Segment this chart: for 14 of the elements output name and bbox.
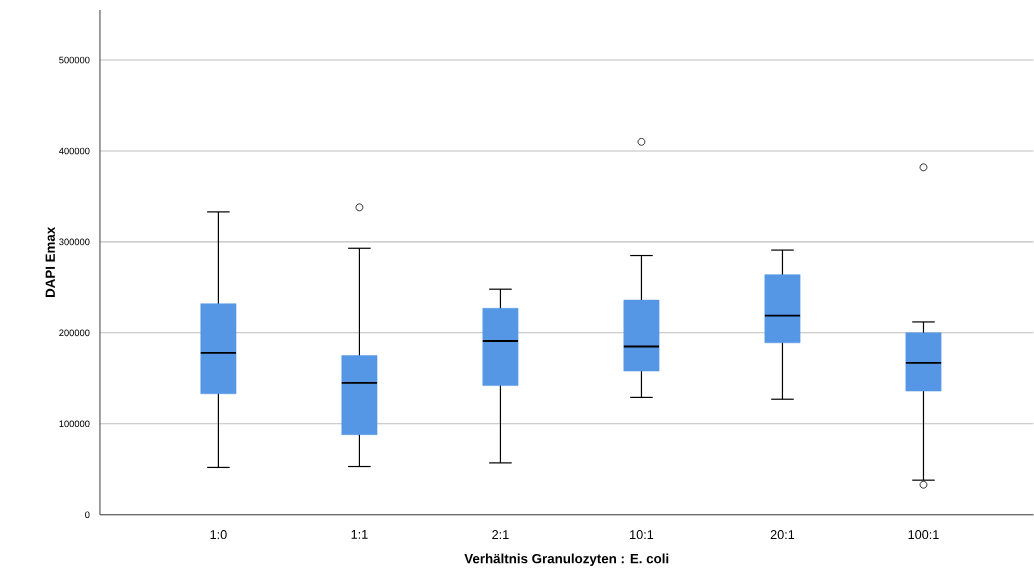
x-axis-title: Verhältnis Granulozyten : E. coli: [464, 553, 669, 567]
x-tick-label: 1:0: [210, 530, 227, 540]
x-tick-label: 10:1: [630, 530, 654, 540]
y-tick-label: 400000: [58, 147, 90, 155]
y-axis-title: DAPI Emax: [45, 227, 55, 298]
x-tick-label: 20:1: [770, 530, 795, 540]
x-tick-label: 2:1: [492, 530, 509, 540]
y-tick-label: 200000: [59, 329, 90, 337]
y-tick-label: 100000: [59, 420, 90, 428]
x-tick-label: 1:1: [351, 530, 368, 539]
y-tick-label: 300000: [59, 238, 90, 246]
y-tick-label: 500000: [59, 56, 90, 64]
x-tick-label: 100:1: [908, 530, 939, 540]
y-tick-label: 0: [85, 511, 90, 519]
